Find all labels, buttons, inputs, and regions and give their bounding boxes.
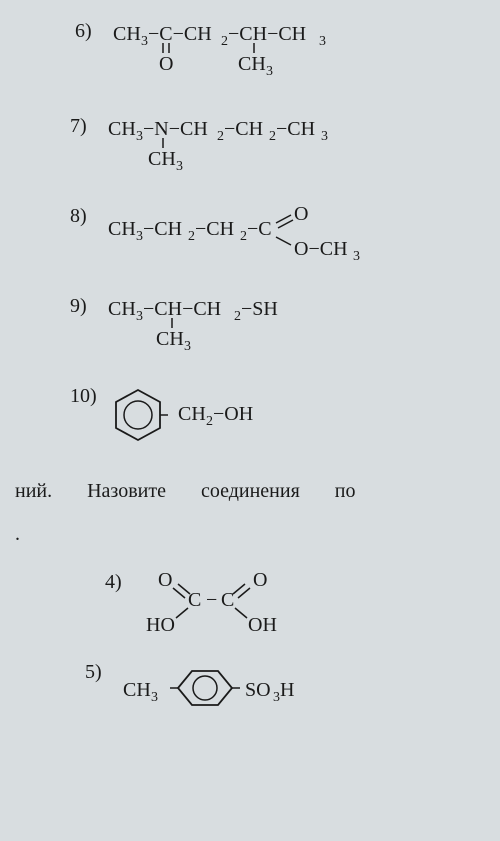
svg-text:O−CH: O−CH [294,238,348,260]
svg-text:3: 3 [184,339,191,350]
structure-6-svg: CH 3 −C−CH 2 −CH−CH 3 O CH 3 [113,20,383,80]
svg-text:3: 3 [136,129,143,144]
svg-text:−SH: −SH [241,298,278,320]
formula-structure: CH 3 −N−CH 2 −CH 2 −CH 3 CH 3 [108,115,398,170]
svg-text:−N−CH: −N−CH [143,118,208,140]
svg-text:2: 2 [188,229,195,244]
svg-text:−CH: −CH [195,218,234,240]
chemical-formula-4: 4) O O C − C HO OH [105,571,485,636]
item-number: 9) [70,295,100,318]
svg-text:CH: CH [113,23,141,45]
svg-text:3: 3 [353,249,360,260]
svg-text:3: 3 [319,34,326,49]
svg-text:CH: CH [148,148,176,170]
structure-8-svg: CH 3 −CH 2 −CH 2 −C O O−CH 3 [108,205,418,260]
svg-text:3: 3 [176,159,183,170]
chemical-formula-7: 7) CH 3 −N−CH 2 −CH 2 −CH 3 CH 3 [70,115,485,170]
svg-text:−CH: −CH [143,218,182,240]
chemical-formula-5: 5) CH 3 SO 3 H [85,661,485,716]
structure-5-left: CH 3 [123,674,165,704]
formula-structure: CH 3 −C−CH 2 −CH−CH 3 O CH 3 [113,20,383,80]
task-fragment: . [15,523,485,546]
svg-text:3: 3 [141,34,148,49]
structure-7-svg: CH 3 −N−CH 2 −CH 2 −CH 3 CH 3 [108,115,398,170]
svg-text:3: 3 [151,690,158,704]
svg-text:SO: SO [245,679,271,701]
svg-text:HO: HO [146,614,175,636]
svg-text:O: O [159,53,173,75]
task-instruction: ний. Назовите соединения по [15,480,485,503]
svg-text:2: 2 [269,129,276,144]
task-word: соединения [201,480,300,503]
item-number: 7) [70,115,100,138]
svg-text:2: 2 [217,129,224,144]
svg-text:CH: CH [178,403,206,425]
task-word: ний. [15,480,52,503]
item-number: 6) [75,20,105,43]
svg-text:CH: CH [238,53,266,75]
svg-text:2: 2 [240,229,247,244]
item-number: 10) [70,385,100,408]
task-word: Назовите [87,480,166,503]
svg-text:−C−CH: −C−CH [148,23,212,45]
svg-text:−: − [206,589,217,611]
svg-text:−CH: −CH [224,118,263,140]
svg-text:H: H [280,679,294,701]
svg-text:3: 3 [273,690,280,704]
item-number: 8) [70,205,100,228]
svg-text:CH: CH [108,298,136,320]
structure-5-right: SO 3 H [245,674,315,704]
svg-text:O: O [158,571,172,591]
svg-text:CH: CH [123,679,151,701]
svg-text:3: 3 [136,309,143,324]
svg-text:CH: CH [108,218,136,240]
svg-text:−CH−CH: −CH−CH [143,298,221,320]
structure-10-label: CH 2 −OH [178,400,288,430]
svg-text:−OH: −OH [213,403,253,425]
formula-structure: CH 2 −OH [108,385,288,445]
svg-text:−CH: −CH [276,118,315,140]
formula-structure: CH 3 −CH 2 −CH 2 −C O O−CH 3 [108,205,418,260]
svg-text:CH: CH [108,118,136,140]
formula-structure: CH 3 SO 3 H [123,661,315,716]
svg-text:OH: OH [248,614,277,636]
svg-text:2: 2 [234,309,241,324]
svg-text:2: 2 [221,34,228,49]
chemical-formula-10: 10) CH 2 −OH [70,385,485,445]
benzene-ring-icon [108,385,168,445]
svg-text:C: C [188,589,201,611]
item-number: 4) [105,571,135,594]
svg-text:−C: −C [247,218,272,240]
svg-text:O: O [294,205,308,225]
benzene-ring-icon [170,661,240,716]
structure-4-svg: O O C − C HO OH [143,571,293,636]
svg-text:C: C [221,589,234,611]
structure-9-svg: CH 3 −CH−CH 2 −SH CH 3 [108,295,328,350]
svg-text:CH: CH [156,328,184,350]
svg-text:3: 3 [136,229,143,244]
svg-text:O: O [253,571,267,591]
svg-text:3: 3 [266,64,273,79]
formula-structure: CH 3 −CH−CH 2 −SH CH 3 [108,295,328,350]
item-number: 5) [85,661,115,684]
formula-structure: O O C − C HO OH [143,571,293,636]
svg-text:−CH−CH: −CH−CH [228,23,306,45]
chemical-formula-9: 9) CH 3 −CH−CH 2 −SH CH 3 [70,295,485,350]
chemical-formula-8: 8) CH 3 −CH 2 −CH 2 −C O O−CH 3 [70,205,485,260]
task-word: по [335,480,356,503]
svg-text:3: 3 [321,129,328,144]
svg-text:2: 2 [206,414,213,429]
chemical-formula-6: 6) CH 3 −C−CH 2 −CH−CH 3 O CH 3 [75,20,485,80]
